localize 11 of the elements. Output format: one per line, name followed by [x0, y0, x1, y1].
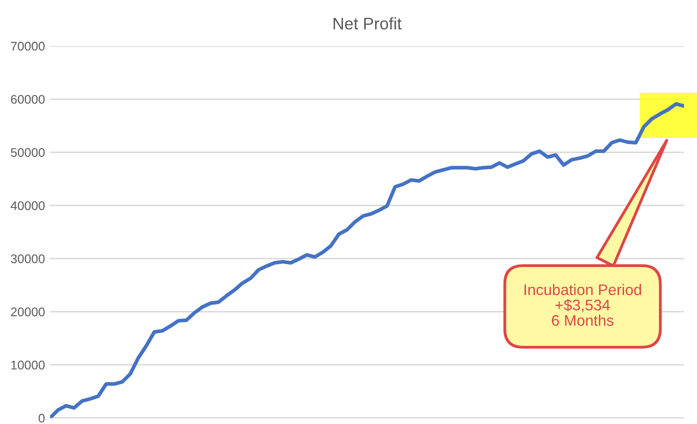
y-tick-label: 20000 — [11, 308, 45, 316]
y-tick-label: 60000 — [11, 94, 45, 104]
y-tick-label: 70000 — [11, 42, 45, 51]
annotation: Incubation Period +$3,534 6 Months — [524, 284, 642, 326]
line-series — [50, 102, 684, 418]
y-tick-label: 0 — [38, 414, 45, 423]
y-tick-label: 10000 — [11, 360, 45, 370]
y-tick-label: 50000 — [10, 148, 45, 157]
y-tick-label: 40000 — [10, 201, 45, 210]
y-tick-label: 30000 — [10, 254, 45, 264]
chart-title: Net Profit — [334, 17, 402, 30]
